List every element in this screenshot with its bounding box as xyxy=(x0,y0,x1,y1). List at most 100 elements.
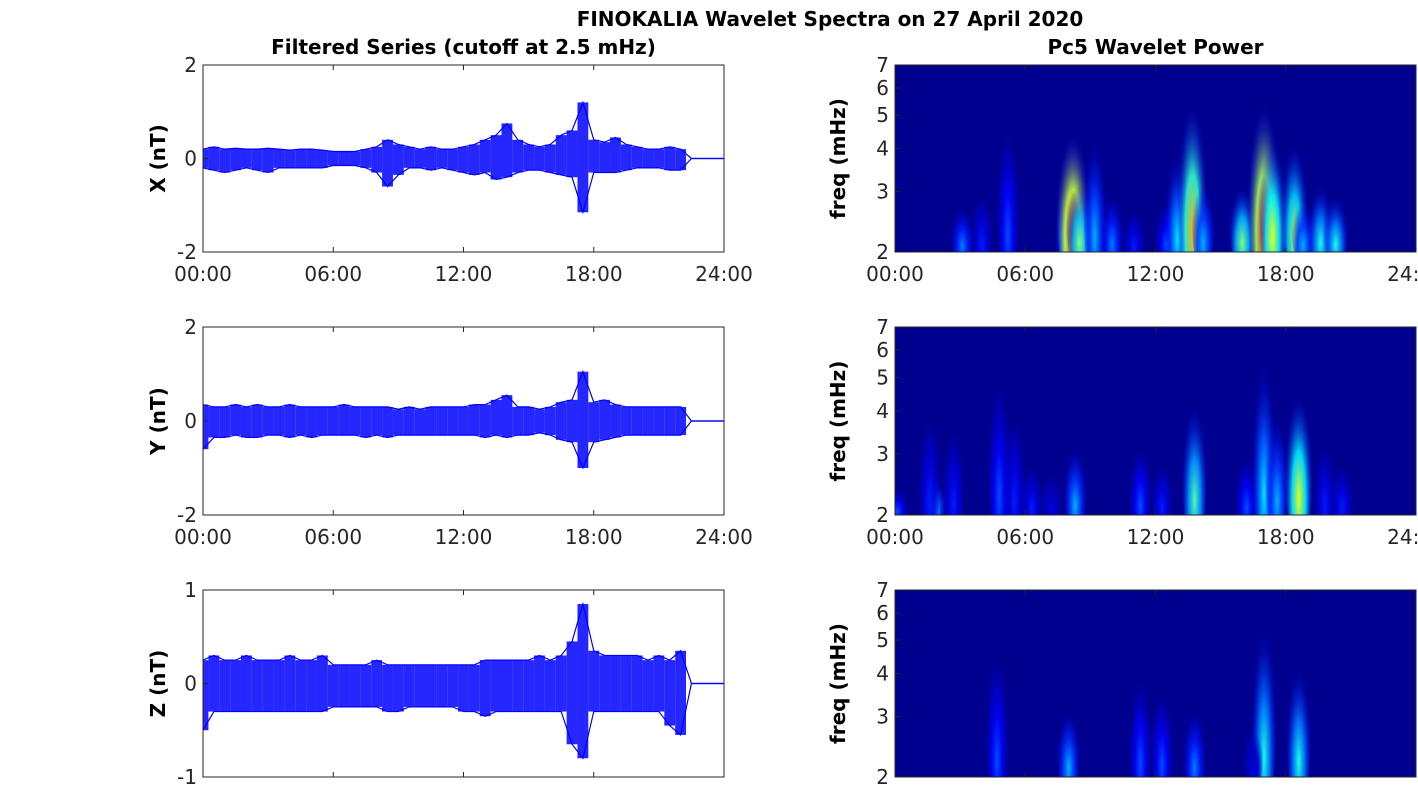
x-tick-label: 18:00 xyxy=(565,525,623,549)
envelope-bar xyxy=(620,406,632,436)
power-blob xyxy=(1123,201,1144,252)
envelope-bar xyxy=(371,406,383,436)
series-line xyxy=(203,100,724,160)
power-blob xyxy=(1243,716,1263,777)
envelope-bar xyxy=(219,660,231,712)
envelope-bar xyxy=(468,144,480,175)
power-blob xyxy=(1331,454,1353,515)
x-tick-label: 00:00 xyxy=(174,262,232,286)
envelope-bar xyxy=(620,655,632,712)
envelope-bar xyxy=(316,655,328,712)
envelope-bar xyxy=(588,402,600,443)
envelope-bar xyxy=(208,146,220,171)
power-blob xyxy=(986,626,1008,777)
envelope-bar xyxy=(295,660,307,712)
envelope-bar xyxy=(219,406,231,438)
power-blob xyxy=(1083,115,1107,252)
envelope-bar xyxy=(208,406,220,438)
power-blob xyxy=(1004,393,1025,515)
envelope-bar xyxy=(610,137,621,173)
envelope-bar xyxy=(284,150,296,168)
power-blob xyxy=(997,101,1019,252)
envelope-bar xyxy=(425,664,437,707)
y-tick-label: 4 xyxy=(876,137,889,161)
plot-area xyxy=(203,369,724,470)
envelope-bar xyxy=(523,144,535,171)
envelope-bar xyxy=(490,660,502,712)
envelope-bar xyxy=(338,664,350,707)
envelope-bar xyxy=(436,149,448,168)
envelope-bar xyxy=(566,130,578,178)
envelope-bar xyxy=(230,148,241,171)
y-tick-label: -2 xyxy=(177,240,197,264)
envelope-bar xyxy=(642,149,654,168)
y-tick-label: 0 xyxy=(184,147,197,171)
envelope-bar xyxy=(468,664,480,712)
envelope-bar xyxy=(208,655,220,712)
envelope-bar xyxy=(338,151,350,166)
y-tick-label: 2 xyxy=(876,503,889,527)
y-tick-label: 0 xyxy=(184,409,197,433)
envelope-bar xyxy=(425,146,437,171)
envelope-bar xyxy=(403,406,415,436)
y-tick-label: 3 xyxy=(876,442,889,466)
envelope-bar xyxy=(501,660,513,712)
envelope-bar xyxy=(414,149,426,168)
envelope-bar xyxy=(631,146,643,168)
y-axis-label: freq (mHz) xyxy=(826,623,850,744)
envelope-bar xyxy=(642,660,654,712)
x-tick-label: 18:00 xyxy=(1257,262,1315,286)
envelope-bar xyxy=(414,664,426,707)
x-tick-label: 12:00 xyxy=(1127,262,1185,286)
envelope-bar xyxy=(664,146,676,171)
envelope-bar xyxy=(240,406,252,438)
envelope-bar xyxy=(599,655,611,712)
plot-area xyxy=(895,590,1416,777)
envelope-bar xyxy=(392,664,404,712)
envelope-bar xyxy=(534,146,545,171)
plot-area xyxy=(203,601,724,760)
figure-title: FINOKALIA Wavelet Spectra on 27 April 20… xyxy=(577,7,1084,31)
envelope-bar xyxy=(425,406,437,436)
x-tick-label: 06:00 xyxy=(996,262,1054,286)
envelope-bar xyxy=(599,399,611,440)
envelope-bar xyxy=(458,146,469,173)
envelope-bar xyxy=(664,406,676,436)
y-tick-label: 2 xyxy=(876,240,889,264)
subplot-title: Pc5 Wavelet Power xyxy=(1047,35,1263,59)
power-blob xyxy=(1265,393,1289,515)
envelope-bar xyxy=(544,406,556,436)
envelope-bar xyxy=(251,149,263,171)
envelope-bar xyxy=(436,664,448,707)
envelope-bar xyxy=(338,404,350,436)
envelope-bar xyxy=(360,664,372,707)
power-blob xyxy=(1041,464,1062,515)
y-tick-label: -1 xyxy=(177,765,197,788)
y-tick-label: 5 xyxy=(876,365,889,389)
series-line xyxy=(203,420,724,470)
y-tick-label: 4 xyxy=(876,399,889,423)
power-blob xyxy=(919,393,940,515)
envelope-bar xyxy=(327,406,339,436)
power-blob xyxy=(1284,363,1313,515)
y-tick-label: 2 xyxy=(184,315,197,339)
envelope-bar xyxy=(382,406,393,438)
y-tick-label: 6 xyxy=(876,76,889,100)
envelope-bar xyxy=(664,660,676,726)
envelope-bar xyxy=(360,149,372,168)
x-tick-label: 18:00 xyxy=(1257,525,1315,549)
power-blob xyxy=(1191,168,1215,252)
y-tick-label: 7 xyxy=(876,53,889,77)
envelope-bar xyxy=(203,660,209,731)
envelope-bar xyxy=(327,151,339,166)
power-blob xyxy=(1063,431,1087,515)
x-tick-label: 24:00 xyxy=(1387,525,1418,549)
envelope-bar xyxy=(534,409,545,433)
envelope-bar xyxy=(555,655,567,712)
envelope-bar xyxy=(610,655,621,712)
x-tick-label: 06:00 xyxy=(304,262,362,286)
envelope-bar xyxy=(306,149,317,168)
power-blob xyxy=(1323,181,1348,252)
envelope-bar xyxy=(262,660,274,712)
